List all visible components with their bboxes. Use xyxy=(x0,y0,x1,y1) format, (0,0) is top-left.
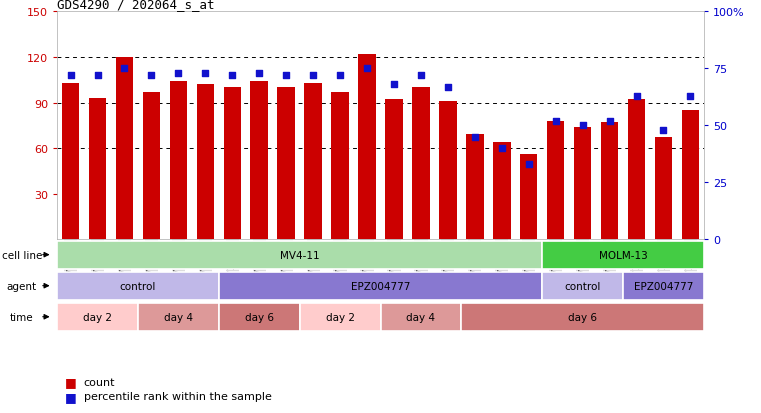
Bar xyxy=(461,303,704,331)
Point xyxy=(253,70,266,77)
Point xyxy=(523,161,535,168)
Bar xyxy=(304,83,322,240)
Point xyxy=(415,73,427,79)
Point xyxy=(91,73,103,79)
Point xyxy=(334,73,346,79)
Bar xyxy=(57,303,138,331)
Point xyxy=(442,84,454,91)
Point xyxy=(226,73,238,79)
Bar xyxy=(224,88,241,240)
Text: day 6: day 6 xyxy=(568,312,597,322)
Bar xyxy=(543,272,623,300)
Bar xyxy=(439,102,457,240)
Text: count: count xyxy=(84,377,115,387)
Point xyxy=(307,73,319,79)
Text: day 6: day 6 xyxy=(245,312,274,322)
Bar xyxy=(380,303,461,331)
Bar xyxy=(278,88,295,240)
Bar xyxy=(520,155,537,240)
Text: EPZ004777: EPZ004777 xyxy=(634,281,693,291)
Bar xyxy=(250,82,268,240)
Point xyxy=(603,118,616,125)
Bar xyxy=(196,85,214,240)
Bar xyxy=(89,99,107,240)
Text: EPZ004777: EPZ004777 xyxy=(351,281,410,291)
Bar xyxy=(601,123,619,240)
Bar xyxy=(385,100,403,240)
Text: MOLM-13: MOLM-13 xyxy=(599,250,648,260)
Bar xyxy=(574,128,591,240)
Bar xyxy=(493,142,511,240)
Point xyxy=(65,73,77,79)
Text: day 4: day 4 xyxy=(406,312,435,322)
Text: day 2: day 2 xyxy=(83,312,112,322)
Text: percentile rank within the sample: percentile rank within the sample xyxy=(84,392,272,401)
Point xyxy=(388,82,400,88)
Bar xyxy=(170,82,187,240)
Bar xyxy=(543,241,704,269)
Point xyxy=(172,70,184,77)
Text: ■: ■ xyxy=(65,375,76,389)
Point xyxy=(361,66,373,73)
Bar xyxy=(547,121,565,240)
Text: control: control xyxy=(119,281,156,291)
Point xyxy=(145,73,158,79)
Text: cell line: cell line xyxy=(2,250,42,260)
Text: GDS4290 / 202064_s_at: GDS4290 / 202064_s_at xyxy=(57,0,215,11)
Point xyxy=(577,123,589,129)
Point xyxy=(630,93,642,100)
Bar xyxy=(682,111,699,240)
Bar xyxy=(331,93,349,240)
Point xyxy=(199,70,212,77)
Point xyxy=(280,73,292,79)
Point xyxy=(469,134,481,140)
Bar xyxy=(57,241,543,269)
Bar xyxy=(219,272,542,300)
Point xyxy=(549,118,562,125)
Text: time: time xyxy=(10,312,33,322)
Bar xyxy=(466,135,483,240)
Bar xyxy=(116,58,133,240)
Text: MV4-11: MV4-11 xyxy=(280,250,320,260)
Bar xyxy=(628,100,645,240)
Bar xyxy=(300,303,380,331)
Bar xyxy=(142,93,160,240)
Text: day 4: day 4 xyxy=(164,312,193,322)
Bar xyxy=(412,88,430,240)
Text: day 2: day 2 xyxy=(326,312,355,322)
Bar xyxy=(62,83,79,240)
Point xyxy=(684,93,696,100)
Bar xyxy=(654,138,672,240)
Bar xyxy=(358,55,376,240)
Bar xyxy=(219,303,300,331)
Point xyxy=(495,145,508,152)
Text: agent: agent xyxy=(7,281,37,291)
Text: ■: ■ xyxy=(65,390,76,403)
Bar xyxy=(138,303,219,331)
Point xyxy=(119,66,131,73)
Text: control: control xyxy=(565,281,601,291)
Bar xyxy=(623,272,704,300)
Point xyxy=(658,127,670,134)
Bar xyxy=(57,272,219,300)
